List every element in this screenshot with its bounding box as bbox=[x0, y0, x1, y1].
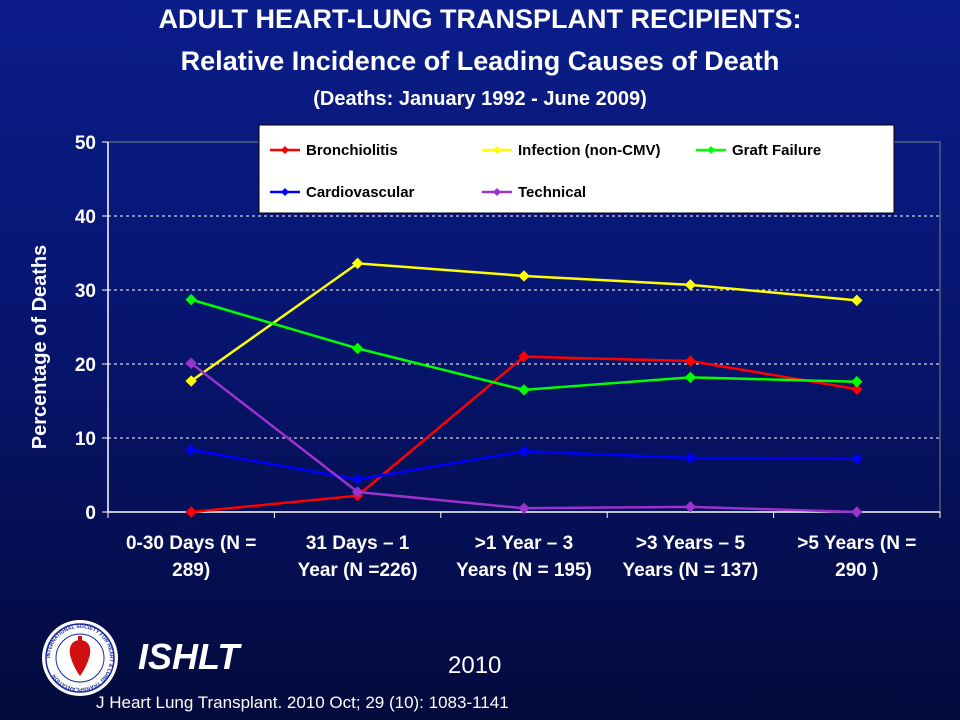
data-point-bronchiolitis bbox=[684, 355, 697, 367]
data-point-infection-non-cmv bbox=[684, 279, 697, 291]
legend-label-graft-failure: Graft Failure bbox=[732, 142, 821, 159]
data-point-technical bbox=[185, 357, 197, 369]
year-label: 2010 bbox=[448, 652, 502, 679]
data-point-infection-non-cmv bbox=[518, 270, 530, 282]
chart-title-line-2: Relative Incidence of Leading Causes of … bbox=[180, 46, 780, 76]
x-tick-label: 31 Days – 1 Year (N =226) bbox=[298, 533, 418, 581]
data-point-bronchiolitis bbox=[518, 350, 530, 363]
data-point-cardiovascular bbox=[185, 444, 197, 456]
data-point-technical bbox=[351, 486, 364, 498]
x-tick-label: >5 Years (N = 290 ) bbox=[797, 533, 916, 581]
data-point-technical bbox=[518, 502, 530, 515]
data-point-infection-non-cmv bbox=[851, 294, 863, 307]
data-point-bronchiolitis bbox=[185, 506, 197, 518]
legend-marker-infection-non-cmv bbox=[493, 146, 501, 154]
data-point-cardiovascular bbox=[851, 453, 863, 465]
series-line-graft-failure bbox=[190, 298, 857, 392]
legend-label-technical: Technical bbox=[518, 184, 586, 201]
data-point-cardiovascular bbox=[518, 445, 530, 458]
citation: J Heart Lung Transplant. 2010 Oct; 29 (1… bbox=[96, 693, 509, 712]
y-axis-label: Percentage of Deaths bbox=[29, 245, 51, 450]
chart-subtitle: (Deaths: January 1992 - June 2009) bbox=[313, 88, 647, 110]
data-point-graft-failure bbox=[351, 342, 364, 355]
data-point-graft-failure bbox=[684, 371, 697, 384]
legend-marker-cardiovascular bbox=[281, 188, 289, 196]
y-tick-label: 30 bbox=[75, 281, 96, 302]
legend-marker-technical bbox=[493, 188, 501, 196]
chart-title-line-1: ADULT HEART-LUNG TRANSPLANT RECIPIENTS: bbox=[158, 4, 802, 34]
y-tick-label: 10 bbox=[75, 429, 96, 450]
data-point-cardiovascular bbox=[684, 452, 697, 464]
x-tick-label: >3 Years – 5 Years (N = 137) bbox=[623, 533, 759, 581]
data-point-technical bbox=[851, 506, 863, 518]
legend-marker-bronchiolitis bbox=[281, 146, 289, 154]
line-chart: 0 10 20 30 40 50 0-30 Days (N = 289) 31 Days – 1… bbox=[29, 124, 941, 581]
data-point-graft-failure bbox=[518, 384, 530, 396]
legend-marker-graft-failure bbox=[707, 146, 715, 154]
legend-label-bronchiolitis: Bronchiolitis bbox=[306, 142, 398, 159]
data-point-graft-failure bbox=[851, 376, 863, 388]
x-tick-label: 0-30 Days (N = 289) bbox=[126, 533, 256, 581]
data-point-cardiovascular bbox=[351, 473, 364, 486]
ishlt-logo: INTERNATIONAL SOCIETY FOR HEART & LUNG T… bbox=[42, 620, 118, 696]
x-tick-label: >1 Year – 3 Years (N = 195) bbox=[456, 533, 592, 581]
legend-label-infection-non-cmv: Infection (non-CMV) bbox=[518, 142, 660, 159]
y-tick-label: 20 bbox=[75, 355, 96, 376]
y-tick-label: 50 bbox=[75, 133, 96, 154]
data-point-bronchiolitis bbox=[851, 383, 863, 395]
org-name: ISHLT bbox=[138, 636, 240, 677]
data-point-graft-failure bbox=[185, 293, 197, 306]
y-tick-label: 0 bbox=[85, 503, 96, 524]
data-point-infection-non-cmv bbox=[185, 375, 197, 387]
data-point-technical bbox=[684, 501, 697, 513]
data-point-infection-non-cmv bbox=[351, 257, 364, 270]
y-tick-label: 40 bbox=[75, 207, 96, 228]
legend-label-cardiovascular: Cardiovascular bbox=[306, 184, 415, 201]
legend-box bbox=[258, 124, 895, 214]
